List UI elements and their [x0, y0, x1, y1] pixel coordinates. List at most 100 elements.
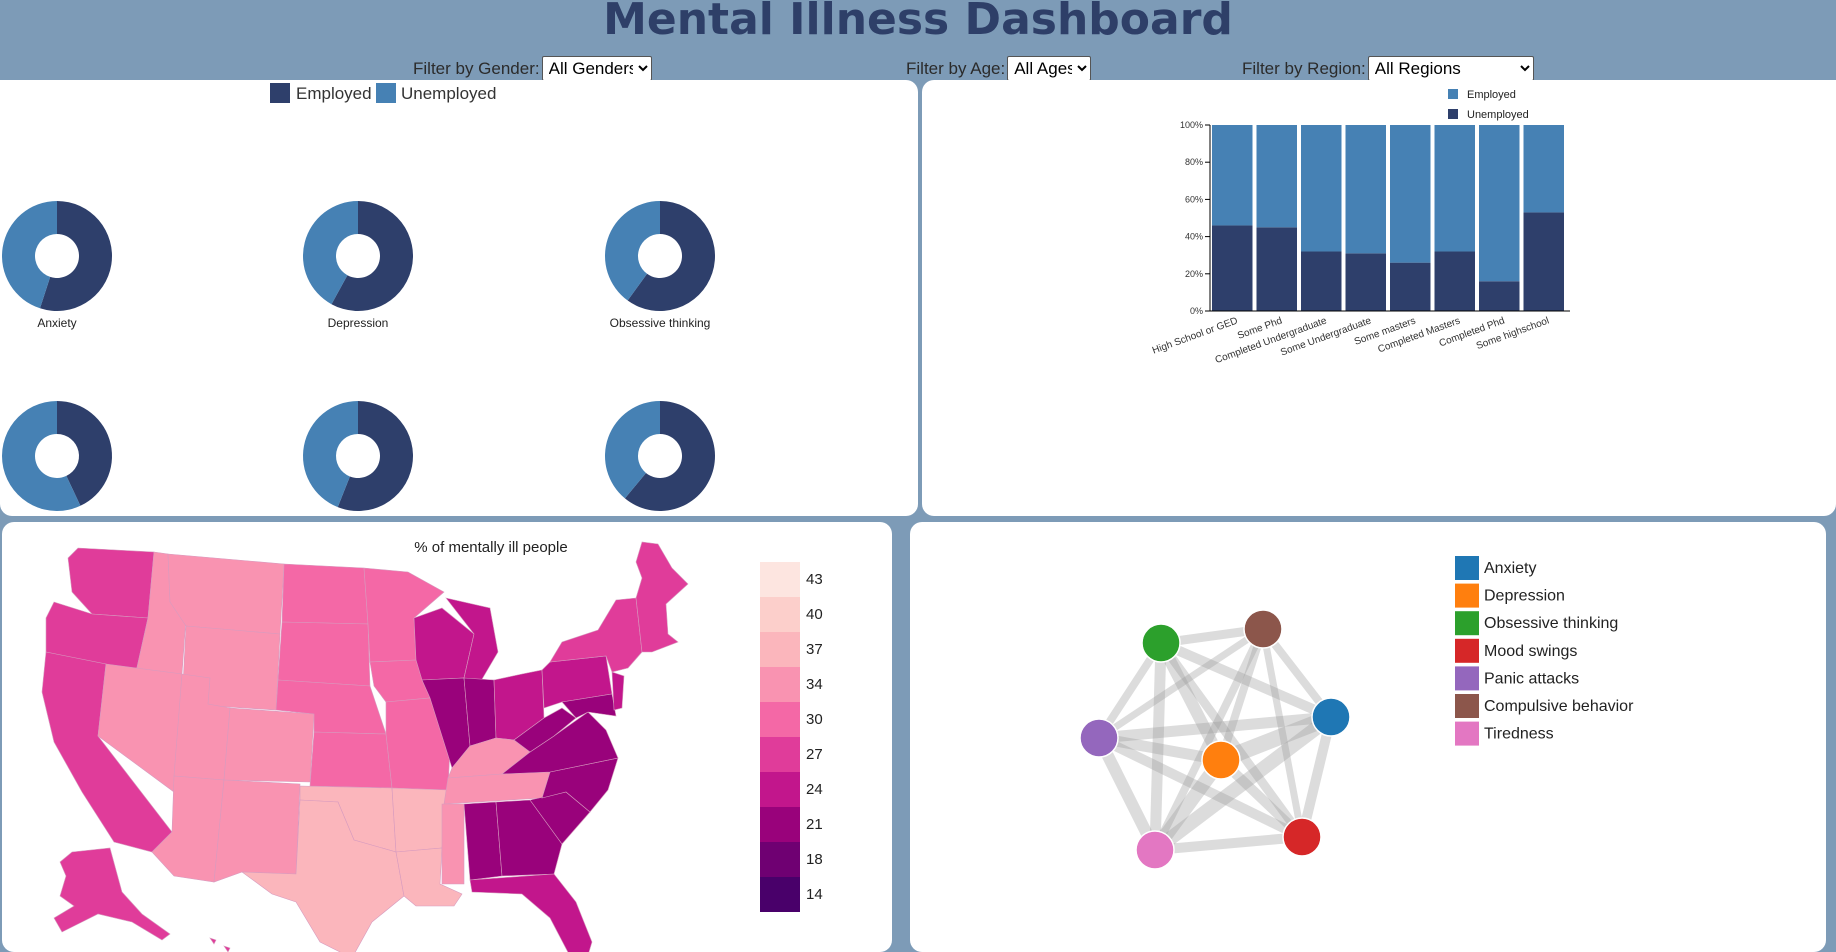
state-new-jersey[interactable] [611, 671, 625, 711]
state-georgia[interactable] [495, 799, 563, 877]
map-legend: 43 40 37 34 30 27 24 21 18 14 [760, 562, 823, 912]
bar-employed[interactable] [1479, 125, 1520, 282]
node-panic-attacks[interactable] [1079, 718, 1119, 758]
network-edge [1098, 732, 1222, 766]
donut-anxiety[interactable]: Anxiety [2, 201, 113, 330]
bar-unemployed[interactable] [1390, 262, 1431, 311]
bar-unemployed[interactable] [1479, 281, 1520, 311]
legend-swatch [760, 562, 800, 597]
y-tick-label: 80% [1185, 157, 1203, 167]
gender-select[interactable]: All Genders [541, 56, 652, 81]
node-anxiety[interactable] [1311, 697, 1351, 737]
bar-employed[interactable] [1345, 125, 1387, 254]
donut-mood-swings[interactable]: Mood swings [303, 401, 414, 516]
state-south-dakota[interactable] [277, 621, 371, 687]
network-graph: Anxiety Depression Obsessive thinking Mood … [1079, 556, 1634, 870]
y-tick-label: 60% [1185, 194, 1203, 204]
bar-legend: Employed Unemployed [1448, 89, 1529, 121]
state-mississippi[interactable] [441, 803, 465, 885]
donut-slice-employed[interactable] [605, 201, 660, 301]
network-edge [1297, 715, 1336, 839]
donut-slice-employed[interactable] [604, 401, 660, 499]
donut-panic-attacks[interactable]: Panic attacks [2, 401, 113, 516]
donut-slice-employed[interactable] [303, 401, 358, 508]
region-filter: Filter by Region: All Regions [1242, 56, 1534, 81]
state-new-england[interactable] [635, 541, 689, 653]
network-edge [1259, 628, 1306, 838]
state-montana[interactable] [167, 553, 285, 635]
donut-slice-employed[interactable] [2, 401, 81, 511]
state-texas[interactable] [241, 799, 405, 952]
legend-value: 43 [806, 571, 823, 588]
bar-unemployed[interactable] [1256, 227, 1298, 311]
state-maryland[interactable] [561, 693, 617, 719]
donut-slice-unemployed[interactable] [40, 201, 113, 311]
network-legend-label: Anxiety [1484, 560, 1536, 577]
state-virginia[interactable] [501, 711, 619, 775]
y-tick-label: 40% [1185, 232, 1203, 242]
bar-employed[interactable] [1256, 125, 1298, 228]
age-filter: Filter by Age: All Ages [906, 56, 1092, 81]
bar-unemployed[interactable] [1301, 251, 1342, 311]
network-edges [1093, 624, 1336, 856]
donut-obsessive-thinking[interactable]: Obsessive thinking [605, 201, 715, 330]
legend-swatch-employed [270, 83, 290, 103]
state-florida[interactable] [469, 873, 593, 952]
network-edge [1155, 640, 1227, 763]
state-north-dakota[interactable] [281, 563, 369, 625]
node-depression[interactable] [1201, 740, 1241, 780]
donut-slice-unemployed[interactable] [57, 401, 113, 506]
map-panel: % of mentally ill people [2, 522, 892, 952]
legend-swatch [760, 632, 800, 667]
donut-slice-unemployed[interactable] [337, 401, 414, 511]
bar-employed[interactable] [1212, 125, 1253, 226]
donut-group: Anxiety Depression Obsessive thinking Panic… [2, 201, 716, 516]
state-kansas[interactable] [309, 731, 393, 789]
state-new-mexico[interactable] [213, 779, 301, 883]
network-legend-swatch [1455, 611, 1479, 636]
node-tiredness[interactable] [1135, 830, 1175, 870]
donut-depression[interactable]: Depression [303, 201, 414, 330]
state-arkansas[interactable] [391, 787, 449, 853]
donut-slice-unemployed[interactable] [624, 401, 715, 511]
state-alabama[interactable] [463, 801, 503, 881]
network-legend-swatch [1455, 694, 1479, 718]
donut-panel: Employed Unemployed Anxiety Depression Obs… [0, 80, 918, 516]
page-title: Mental Illness Dashboard [603, 0, 1233, 45]
bar-unemployed[interactable] [1523, 212, 1565, 311]
state-hawaii[interactable] [209, 937, 254, 952]
legend-swatch [760, 772, 800, 807]
state-west-virginia[interactable] [513, 707, 577, 753]
bar-employed[interactable] [1523, 125, 1565, 213]
bar-unemployed[interactable] [1434, 251, 1476, 311]
donut-slice-unemployed[interactable] [331, 201, 414, 312]
network-legend-swatch [1455, 721, 1479, 746]
bar-unemployed[interactable] [1212, 225, 1253, 311]
region-select[interactable]: All Regions [1367, 56, 1534, 81]
network-legend-swatch [1455, 638, 1479, 663]
donut-slice-unemployed[interactable] [627, 201, 715, 311]
donut-slice-employed[interactable] [303, 201, 358, 305]
age-select[interactable]: All Ages [1007, 56, 1092, 81]
donut-slice-employed[interactable] [2, 201, 58, 309]
state-colorado[interactable] [223, 707, 315, 783]
bar-employed[interactable] [1301, 125, 1342, 252]
state-alaska[interactable] [53, 847, 171, 941]
y-tick-label: 100% [1180, 120, 1203, 130]
legend-value: 18 [806, 851, 823, 868]
state-louisiana[interactable] [395, 847, 463, 907]
node-mood-swings[interactable] [1282, 817, 1322, 857]
bar-unemployed[interactable] [1345, 253, 1387, 311]
node-compulsive-behavior[interactable] [1243, 609, 1283, 649]
network-edge [1159, 638, 1333, 722]
bar-employed[interactable] [1390, 125, 1431, 263]
bar-employed[interactable] [1434, 125, 1476, 252]
network-edge [1098, 711, 1332, 744]
donut-label: Obsessive thinking [610, 316, 711, 330]
node-obsessive-thinking[interactable] [1141, 623, 1181, 663]
legend-value: 37 [806, 641, 823, 658]
state-washington[interactable] [67, 547, 155, 619]
state-indiana[interactable] [463, 677, 497, 747]
donut-compulsive-behavior[interactable]: Compulsive behavior [604, 401, 716, 516]
